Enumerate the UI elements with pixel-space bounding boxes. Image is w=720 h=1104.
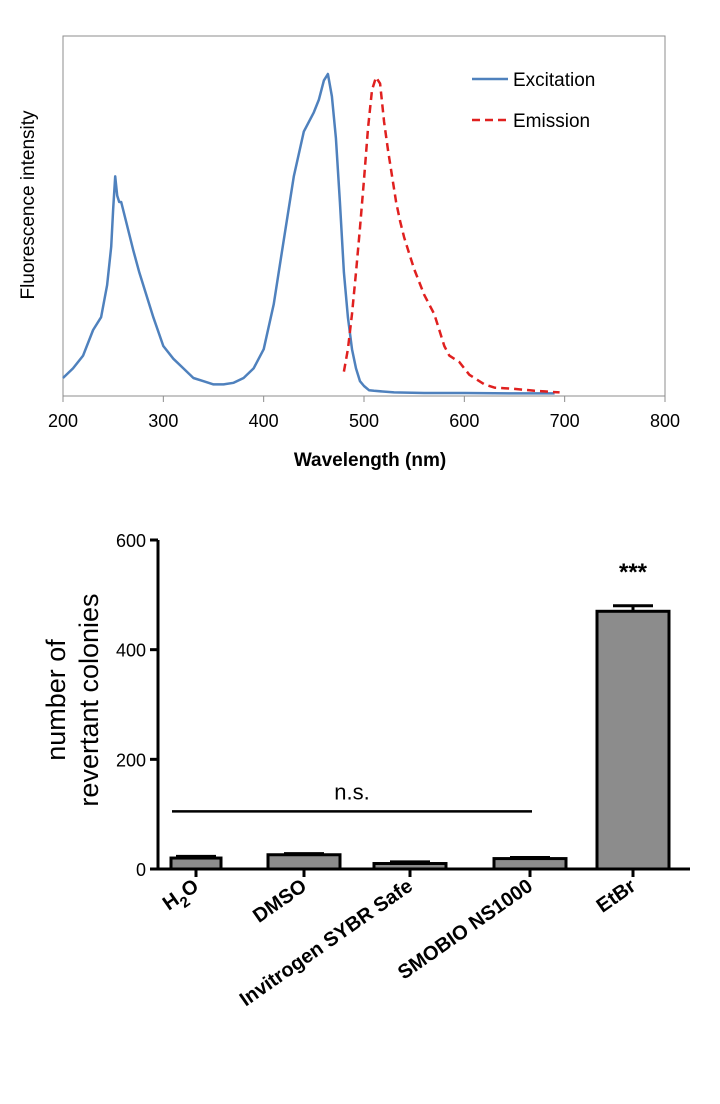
legend-label-excitation: Excitation	[513, 70, 595, 91]
bar-smobio-ns1000	[492, 857, 568, 871]
x-tick-label: 300	[148, 411, 178, 431]
category-label: DMSO	[249, 875, 311, 927]
category-label: Invitrogen SYBR Safe	[236, 875, 417, 1011]
y-axis-label-line-2: revertant colonies	[74, 593, 104, 806]
y-tick-label: 0	[136, 860, 146, 880]
x-tick-label: 400	[249, 411, 279, 431]
x-tick-label: 700	[550, 411, 580, 431]
bar-h2o	[169, 856, 223, 871]
ns-label: n.s.	[334, 779, 369, 804]
significance-label: ***	[619, 559, 648, 586]
category-label: H2O	[159, 875, 206, 920]
bar-dmso	[266, 853, 342, 871]
y-tick-label: 600	[116, 531, 146, 551]
x-tick-label: 600	[449, 411, 479, 431]
bar-etbr	[595, 609, 671, 871]
y-axis-label: Fluorescence intensity	[18, 110, 39, 300]
x-axis-label: Wavelength (nm)	[294, 450, 446, 471]
x-tick-label: 800	[650, 411, 680, 431]
series-line-emission	[342, 75, 560, 394]
bar-invitrogen-sybr-safe	[372, 862, 448, 871]
legend: Excitation Emission	[472, 70, 595, 132]
y-tick-label: 200	[116, 750, 146, 770]
fluorescence-spectrum-chart: 200 300 400 500 600 700 800 Wavelength (nm) Fl…	[18, 35, 680, 471]
series-line-excitation	[62, 72, 555, 395]
category-label: EtBr	[593, 875, 640, 917]
y-tick-label: 400	[116, 641, 146, 661]
legend-label-emission: Emission	[513, 111, 590, 132]
x-tick-label: 200	[48, 411, 78, 431]
x-tick-label: 500	[349, 411, 379, 431]
y-axis-label-line-1: number of	[41, 639, 71, 761]
